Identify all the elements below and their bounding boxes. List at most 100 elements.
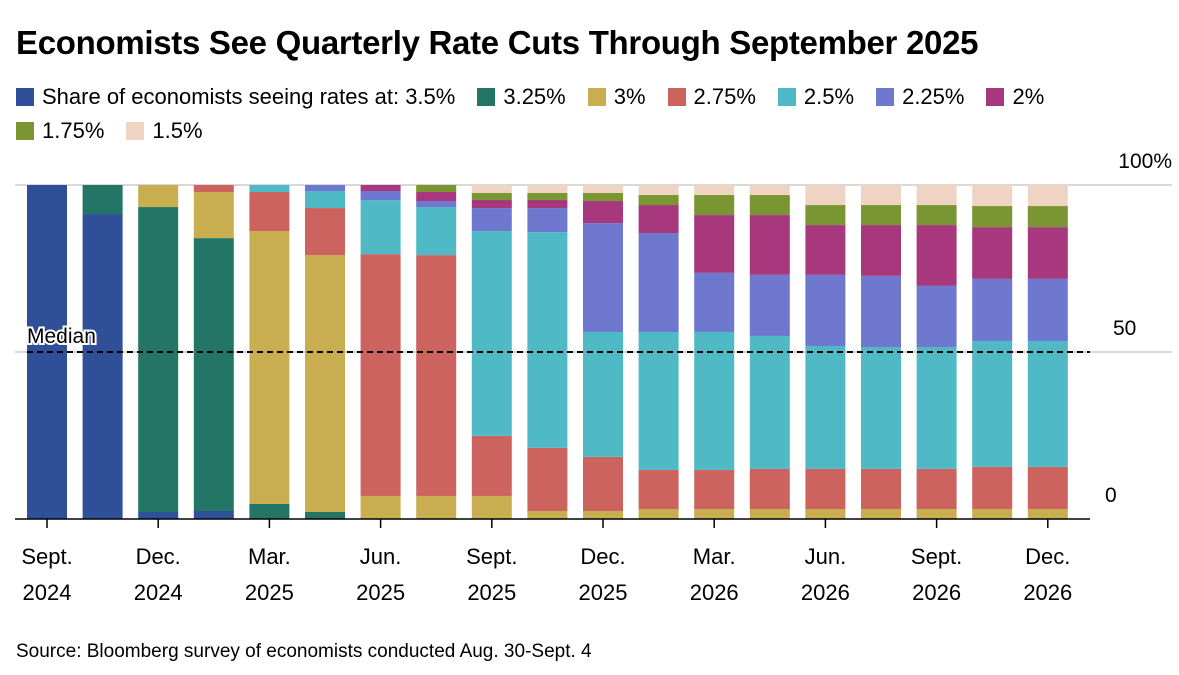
bar-segment — [583, 201, 623, 224]
legend-swatch — [986, 88, 1005, 106]
legend-item: 1.5% — [126, 114, 203, 148]
bar-segment — [916, 285, 957, 347]
bar-segment — [972, 206, 1013, 228]
legend-swatch — [876, 88, 895, 106]
bar-segment — [1027, 227, 1068, 279]
legend-item: 2.25% — [876, 80, 964, 114]
bar-segment — [861, 205, 901, 226]
bar-segment — [527, 510, 568, 519]
bar-segment — [972, 227, 1013, 279]
bar-segment — [694, 195, 735, 216]
x-tick-label: Jun. — [360, 544, 402, 569]
bar-segment — [416, 207, 457, 256]
legend-swatch — [16, 122, 34, 140]
bar-segment — [861, 346, 901, 469]
bar-segment — [305, 511, 345, 519]
x-tick-label: 2025 — [356, 580, 405, 605]
bar-segment — [749, 508, 790, 519]
bar-segment — [249, 185, 290, 193]
legend-item: 2.75% — [667, 80, 756, 114]
bar-segment — [972, 508, 1013, 519]
bar-segment — [861, 185, 901, 206]
bar-segment — [416, 185, 457, 193]
legend-swatch — [777, 88, 796, 106]
bar-segment — [916, 205, 957, 226]
bar-segment — [305, 191, 345, 209]
bar-segment — [972, 185, 1013, 207]
x-tick-label: 2026 — [912, 580, 961, 605]
legend-label: 2.5% — [803, 84, 855, 109]
bar-segment — [805, 185, 846, 206]
bar-segment — [805, 345, 846, 469]
legend-item: 3.25% — [477, 80, 566, 114]
bar-segment — [360, 200, 401, 255]
legend: Share of economists seeing rates at: 3.5… — [16, 80, 1176, 148]
bar-segment — [916, 185, 957, 206]
bar-segment — [471, 231, 512, 436]
bar-segment — [527, 200, 568, 209]
bar-segment — [471, 435, 512, 496]
bar-segment — [193, 510, 234, 519]
bar-segment — [527, 447, 568, 511]
bar-segment — [972, 466, 1013, 509]
bar-segment — [749, 335, 790, 469]
x-tick-label: 2025 — [245, 580, 294, 605]
bar-segment — [138, 511, 179, 519]
bar-segment — [1027, 466, 1068, 509]
bar-segment — [193, 185, 234, 193]
bar-segment — [972, 278, 1013, 341]
bar-segment — [27, 185, 67, 519]
bar-segment — [527, 232, 568, 448]
legend-item: Share of economists seeing rates at: 3.5… — [16, 80, 455, 114]
bar-segment — [305, 255, 345, 512]
legend-label: 3.25% — [503, 84, 566, 109]
bar-segment — [471, 495, 512, 519]
bar-segment — [305, 208, 345, 256]
bar-segment — [360, 495, 401, 519]
bar-segment — [1027, 206, 1068, 228]
bar-segment — [527, 185, 568, 194]
bar-segment — [471, 193, 512, 201]
x-tick-label: 2025 — [467, 580, 516, 605]
bar-segment — [916, 346, 957, 469]
legend-label: 3% — [613, 84, 646, 109]
x-tick-label: 2024 — [23, 580, 72, 605]
bar-segment — [638, 233, 679, 332]
bar-segment — [972, 340, 1013, 467]
bar-segment — [416, 255, 457, 496]
y-tick-label: 100% — [1118, 150, 1172, 173]
x-tick-label: 2026 — [1023, 580, 1072, 605]
bar-segment — [138, 207, 179, 512]
median-label: Median — [27, 325, 96, 348]
bar-segment — [749, 195, 790, 216]
x-tick-label: Jun. — [805, 544, 847, 569]
x-tick-label: Sept. — [911, 544, 962, 569]
bar-segment — [1027, 508, 1068, 519]
bar-segment — [416, 201, 457, 208]
legend-label: Share of economists seeing rates at: 3.5… — [42, 84, 456, 109]
x-tick-label: Sept. — [466, 544, 517, 569]
legend-item: 2.5% — [777, 80, 855, 114]
bar-segment — [694, 469, 735, 509]
bar-segment — [749, 274, 790, 336]
legend-swatch — [16, 88, 34, 106]
bar-segment — [471, 208, 512, 232]
bar-segment — [638, 205, 679, 234]
bar-segment — [694, 331, 735, 470]
legend-label: 1.75% — [42, 118, 105, 143]
bar-segment — [82, 185, 123, 215]
bar-segment — [193, 238, 234, 511]
legend-item: 2% — [986, 80, 1044, 114]
y-tick-label: 50 — [1113, 317, 1136, 340]
bar-segment — [694, 272, 735, 332]
bar-segment — [638, 195, 679, 206]
bar-segment — [694, 215, 735, 273]
chart-title: Economists See Quarterly Rate Cuts Throu… — [16, 24, 979, 61]
x-tick-label: Mar. — [248, 544, 291, 569]
bar-segment — [694, 185, 735, 196]
bar-segment — [249, 231, 290, 504]
bar-segment — [471, 185, 512, 194]
bar-segment — [861, 225, 901, 276]
bar-segment — [583, 193, 623, 202]
x-tick-label: Dec. — [1025, 544, 1070, 569]
